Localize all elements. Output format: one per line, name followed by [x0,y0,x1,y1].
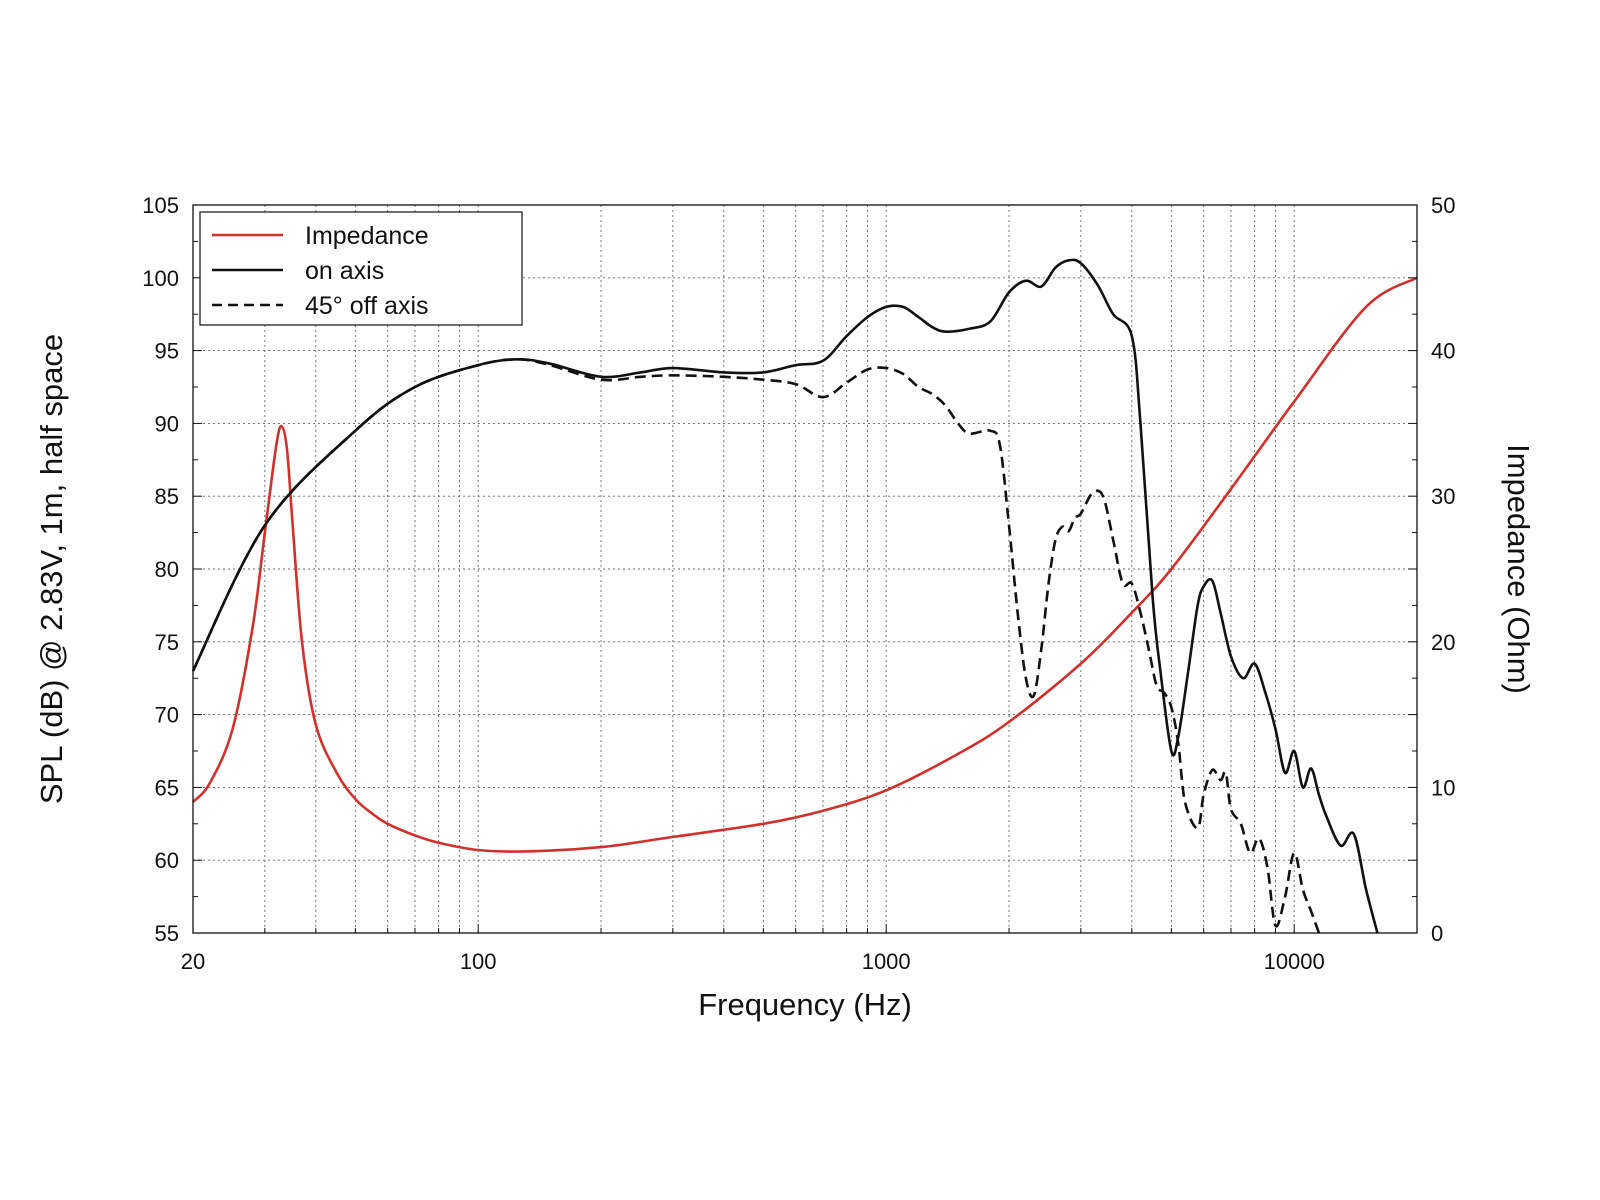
y2-axis-title: Impedance (Ohm) [1501,444,1536,694]
y2-tick-label: 20 [1431,630,1455,655]
y-tick-label: 100 [142,266,179,291]
y2-tick-label: 40 [1431,339,1455,364]
y-tick-label: 95 [155,339,179,364]
x-tick-label: 100 [460,949,497,974]
y-axis-title: SPL (dB) @ 2.83V, 1m, half space [34,334,69,804]
grid [193,205,1417,933]
axis-ticks: 55 60 65 70 75 80 85 90 95 100 105 0 10 20 30 40 50 20 100… [142,193,1455,974]
x-tick-label: 20 [181,949,205,974]
legend: Impedance on axis 45° off axis [199,211,523,326]
y-tick-label: 55 [155,921,179,946]
y-tick-label: 70 [155,703,179,728]
y-tick-label: 65 [155,775,179,800]
legend-label-impedance: Impedance [305,222,429,250]
series-layer [191,258,1418,934]
on-axis-curve [191,258,1379,934]
impedance-curve [192,276,1418,853]
y2-tick-label: 50 [1431,193,1455,218]
y-tick-label: 85 [155,484,179,509]
y-tick-label: 105 [142,193,179,218]
y2-tick-label: 10 [1431,775,1455,800]
x-tick-label: 1000 [862,949,911,974]
off-axis-curve [191,358,1321,934]
y2-tick-label: 0 [1431,921,1443,946]
y-tick-label: 75 [155,630,179,655]
y-tick-label: 90 [155,411,179,436]
x-axis-title: Frequency (Hz) [698,987,912,1022]
y-tick-label: 60 [155,848,179,873]
y-tick-label: 80 [155,557,179,582]
x-tick-label: 10000 [1264,949,1325,974]
y2-tick-label: 30 [1431,484,1455,509]
legend-label-on-axis: on axis [305,257,384,285]
legend-label-off-axis: 45° off axis [305,292,429,320]
